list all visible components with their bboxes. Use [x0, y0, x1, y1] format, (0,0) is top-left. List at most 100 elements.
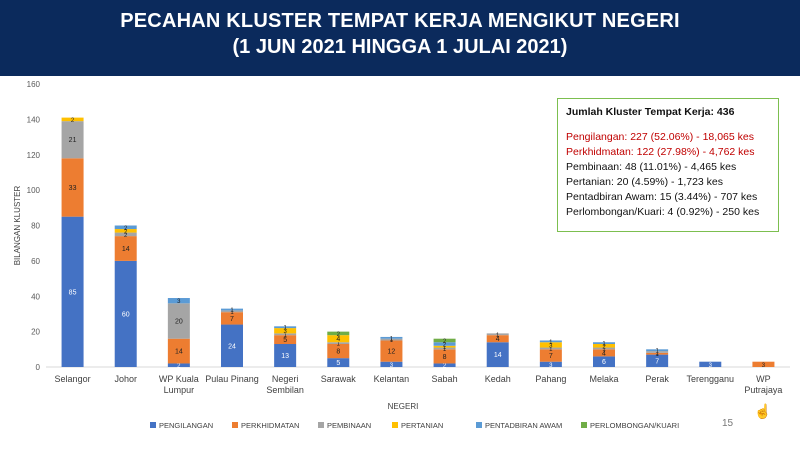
bar-segment	[593, 356, 615, 367]
bar-segment	[61, 121, 84, 159]
data-label: 3	[283, 329, 287, 335]
bar-segment	[327, 344, 350, 359]
page-number: 15	[722, 418, 734, 429]
legend-label: PERKHIDMATAN	[241, 421, 299, 430]
data-label: 7	[230, 316, 234, 323]
legend-label: PENGILANGAN	[159, 421, 213, 430]
data-label: 2	[443, 339, 447, 345]
x-axis-title: NEGERI	[388, 402, 419, 411]
data-label: 1	[496, 333, 500, 339]
legend-swatch	[150, 422, 156, 428]
y-tick-label: 0	[36, 363, 41, 372]
data-label: 14	[175, 349, 183, 356]
bar-segment	[646, 351, 669, 353]
bar-segment	[61, 158, 84, 217]
data-label: 4	[336, 336, 340, 343]
bar-segment	[221, 312, 243, 325]
bar-segment	[646, 354, 669, 367]
data-label: 7	[655, 358, 659, 365]
x-tick-label: WP Kuala	[159, 374, 199, 384]
bar-segment	[61, 216, 84, 367]
data-label: 24	[228, 343, 236, 350]
bar-segment	[61, 117, 84, 122]
x-tick-label: WP	[756, 374, 771, 384]
bar-segment	[114, 229, 137, 233]
legend-swatch	[232, 422, 238, 428]
bar-segment	[433, 349, 456, 364]
data-label: 1	[443, 345, 447, 351]
data-label: 2	[177, 364, 181, 370]
bar-segment	[380, 340, 403, 362]
data-label: 1	[443, 347, 447, 353]
bar-segment	[593, 344, 615, 348]
x-tick-label: Kedah	[485, 374, 511, 384]
bar-segment	[539, 340, 562, 343]
summary-line: Pertanian: 20 (4.59%) - 1,723 kes	[566, 176, 724, 188]
data-label: 2	[337, 332, 341, 338]
data-label: 1	[602, 347, 606, 353]
x-tick-label: Pahang	[535, 374, 566, 384]
bar-segment	[539, 349, 562, 362]
bar-segment	[274, 335, 297, 345]
data-label: 1	[655, 352, 659, 358]
data-label: 5	[283, 337, 287, 344]
bar-segment	[752, 361, 775, 367]
data-label: 2	[124, 233, 128, 239]
data-label: 1	[230, 310, 234, 316]
data-label: 1	[655, 350, 659, 356]
y-tick-label: 60	[31, 257, 40, 266]
data-label: 1	[283, 326, 287, 332]
bar-segment	[646, 352, 669, 355]
x-tick-label: Melaka	[589, 374, 618, 384]
y-tick-label: 160	[27, 80, 41, 89]
data-label: 1	[230, 308, 234, 314]
summary-line: Perlombongan/Kuari: 4 (0.92%) - 250 kes	[566, 206, 760, 218]
data-label: 60	[122, 311, 130, 318]
data-label: 1	[390, 338, 394, 344]
bar-segment	[167, 363, 190, 367]
bar-segment	[593, 347, 615, 350]
bar-segment	[539, 342, 562, 348]
data-label: 5	[336, 360, 340, 367]
bar-segment	[274, 326, 297, 329]
bar-segment	[114, 260, 137, 367]
legend-label: PERTANIAN	[401, 421, 443, 430]
bar-segment	[274, 344, 297, 367]
x-tick-label: Sembilan	[266, 385, 304, 395]
legend-label: PERLOMBONGAN/KUARI	[590, 421, 679, 430]
bar-segment	[380, 336, 403, 339]
data-label: 8	[336, 349, 340, 356]
y-axis-title: BILANGAN KLUSTER	[13, 185, 22, 265]
legend-swatch	[581, 422, 587, 428]
data-label: 2	[71, 118, 75, 124]
data-label: 2	[124, 226, 128, 232]
bar-segment	[167, 298, 190, 304]
x-tick-label: Kelantan	[374, 374, 410, 384]
legend-label: PENTADBIRAN AWAM	[485, 421, 562, 430]
data-label: 2	[443, 343, 447, 349]
x-tick-label: Johor	[114, 374, 137, 384]
bar-segment	[486, 342, 509, 367]
data-label: 7	[549, 353, 553, 360]
data-label: 1	[283, 333, 287, 339]
y-tick-label: 40	[31, 292, 40, 301]
data-label: 6	[602, 359, 606, 366]
hand-cursor-icon: ☝	[754, 403, 772, 419]
bar-segment	[221, 324, 243, 367]
page-title: PECAHAN KLUSTER TEMPAT KERJA MENGIKUT NE…	[120, 10, 680, 32]
bar-segment	[486, 333, 509, 336]
bar-segment	[539, 361, 562, 367]
data-label: 3	[709, 363, 713, 369]
y-tick-label: 100	[27, 186, 41, 195]
bar-segment	[433, 342, 456, 346]
y-tick-label: 140	[27, 115, 41, 124]
summary-box: Jumlah Kluster Tempat Kerja: 436 Pengila…	[557, 98, 779, 232]
data-label: 1	[549, 347, 553, 353]
data-label: 21	[69, 137, 77, 144]
bar-segment	[433, 363, 456, 367]
data-label: 1	[390, 336, 394, 342]
bar-segment	[327, 358, 350, 367]
data-label: 3	[762, 363, 766, 369]
y-tick-label: 120	[27, 151, 41, 160]
data-label: 3	[549, 343, 553, 349]
